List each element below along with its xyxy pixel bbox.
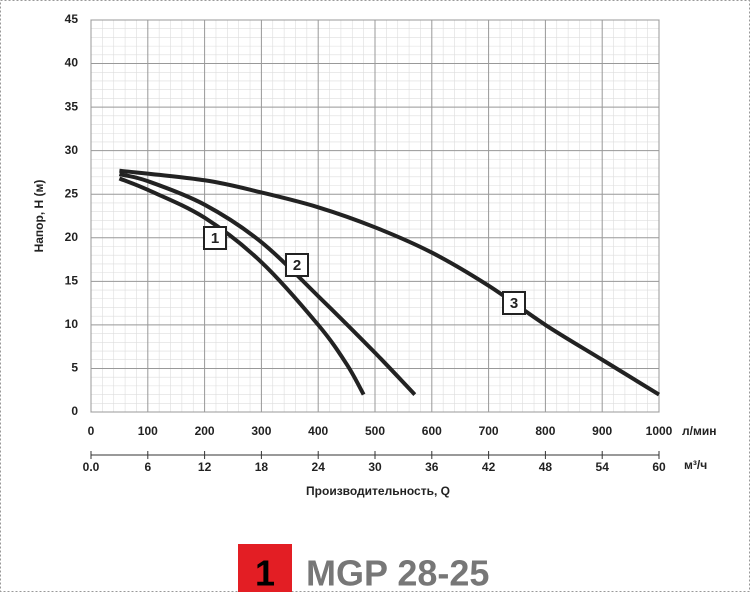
footer-model: MGP 28-25 xyxy=(306,553,489,592)
y-tick-label: 30 xyxy=(65,143,79,157)
x2-tick-label: 30 xyxy=(368,460,382,474)
x2-tick-label: 54 xyxy=(596,460,610,474)
x-tick-label: 200 xyxy=(195,424,215,438)
curve xyxy=(118,172,417,396)
curve-label-box xyxy=(285,253,309,277)
y-tick-label: 25 xyxy=(65,186,79,200)
curve-label: 3 xyxy=(510,295,518,312)
curve-label: 1 xyxy=(211,230,219,247)
x2-tick-label: 36 xyxy=(425,460,439,474)
x2-tick-label: 0.0 xyxy=(83,460,100,474)
x2-tick-label: 48 xyxy=(539,460,553,474)
footer-badge xyxy=(238,544,292,592)
x-tick-label: 300 xyxy=(251,424,271,438)
x2-tick-label: 6 xyxy=(144,460,151,474)
x-tick-label: 700 xyxy=(479,424,499,438)
x-tick-label: 0 xyxy=(88,424,95,438)
x2-tick-label: 18 xyxy=(255,460,269,474)
y-tick-label: 45 xyxy=(65,12,79,26)
x2-tick-label: 60 xyxy=(652,460,666,474)
y-tick-label: 15 xyxy=(65,274,79,288)
x-tick-label: 400 xyxy=(308,424,328,438)
y-tick-label: 0 xyxy=(71,404,78,418)
x-axis-label: Производительность, Q xyxy=(306,484,450,498)
curve-label-box xyxy=(502,291,526,315)
curve-label: 2 xyxy=(293,257,301,274)
x2-tick-label: 24 xyxy=(312,460,326,474)
y-axis-label: Напор, Н (м) xyxy=(32,180,46,253)
footer-number: 1 xyxy=(255,553,275,592)
x-tick-label: 100 xyxy=(138,424,158,438)
y-tick-label: 40 xyxy=(65,56,79,70)
x-tick-label: 1000 xyxy=(646,424,673,438)
y-tick-label: 10 xyxy=(65,317,79,331)
x-unit: л/мин xyxy=(682,424,716,438)
curve-label-box xyxy=(203,226,227,250)
y-tick-label: 35 xyxy=(65,99,79,113)
y-tick-label: 5 xyxy=(71,361,78,375)
x-tick-label: 900 xyxy=(592,424,612,438)
y-tick-label: 20 xyxy=(65,230,79,244)
x2-tick-label: 42 xyxy=(482,460,496,474)
x2-unit: м³/ч xyxy=(684,458,707,472)
x2-tick-label: 12 xyxy=(198,460,212,474)
curve xyxy=(119,168,661,397)
x-tick-label: 600 xyxy=(422,424,442,438)
x-tick-label: 800 xyxy=(535,424,555,438)
curve xyxy=(118,176,366,396)
x-tick-label: 500 xyxy=(365,424,385,438)
